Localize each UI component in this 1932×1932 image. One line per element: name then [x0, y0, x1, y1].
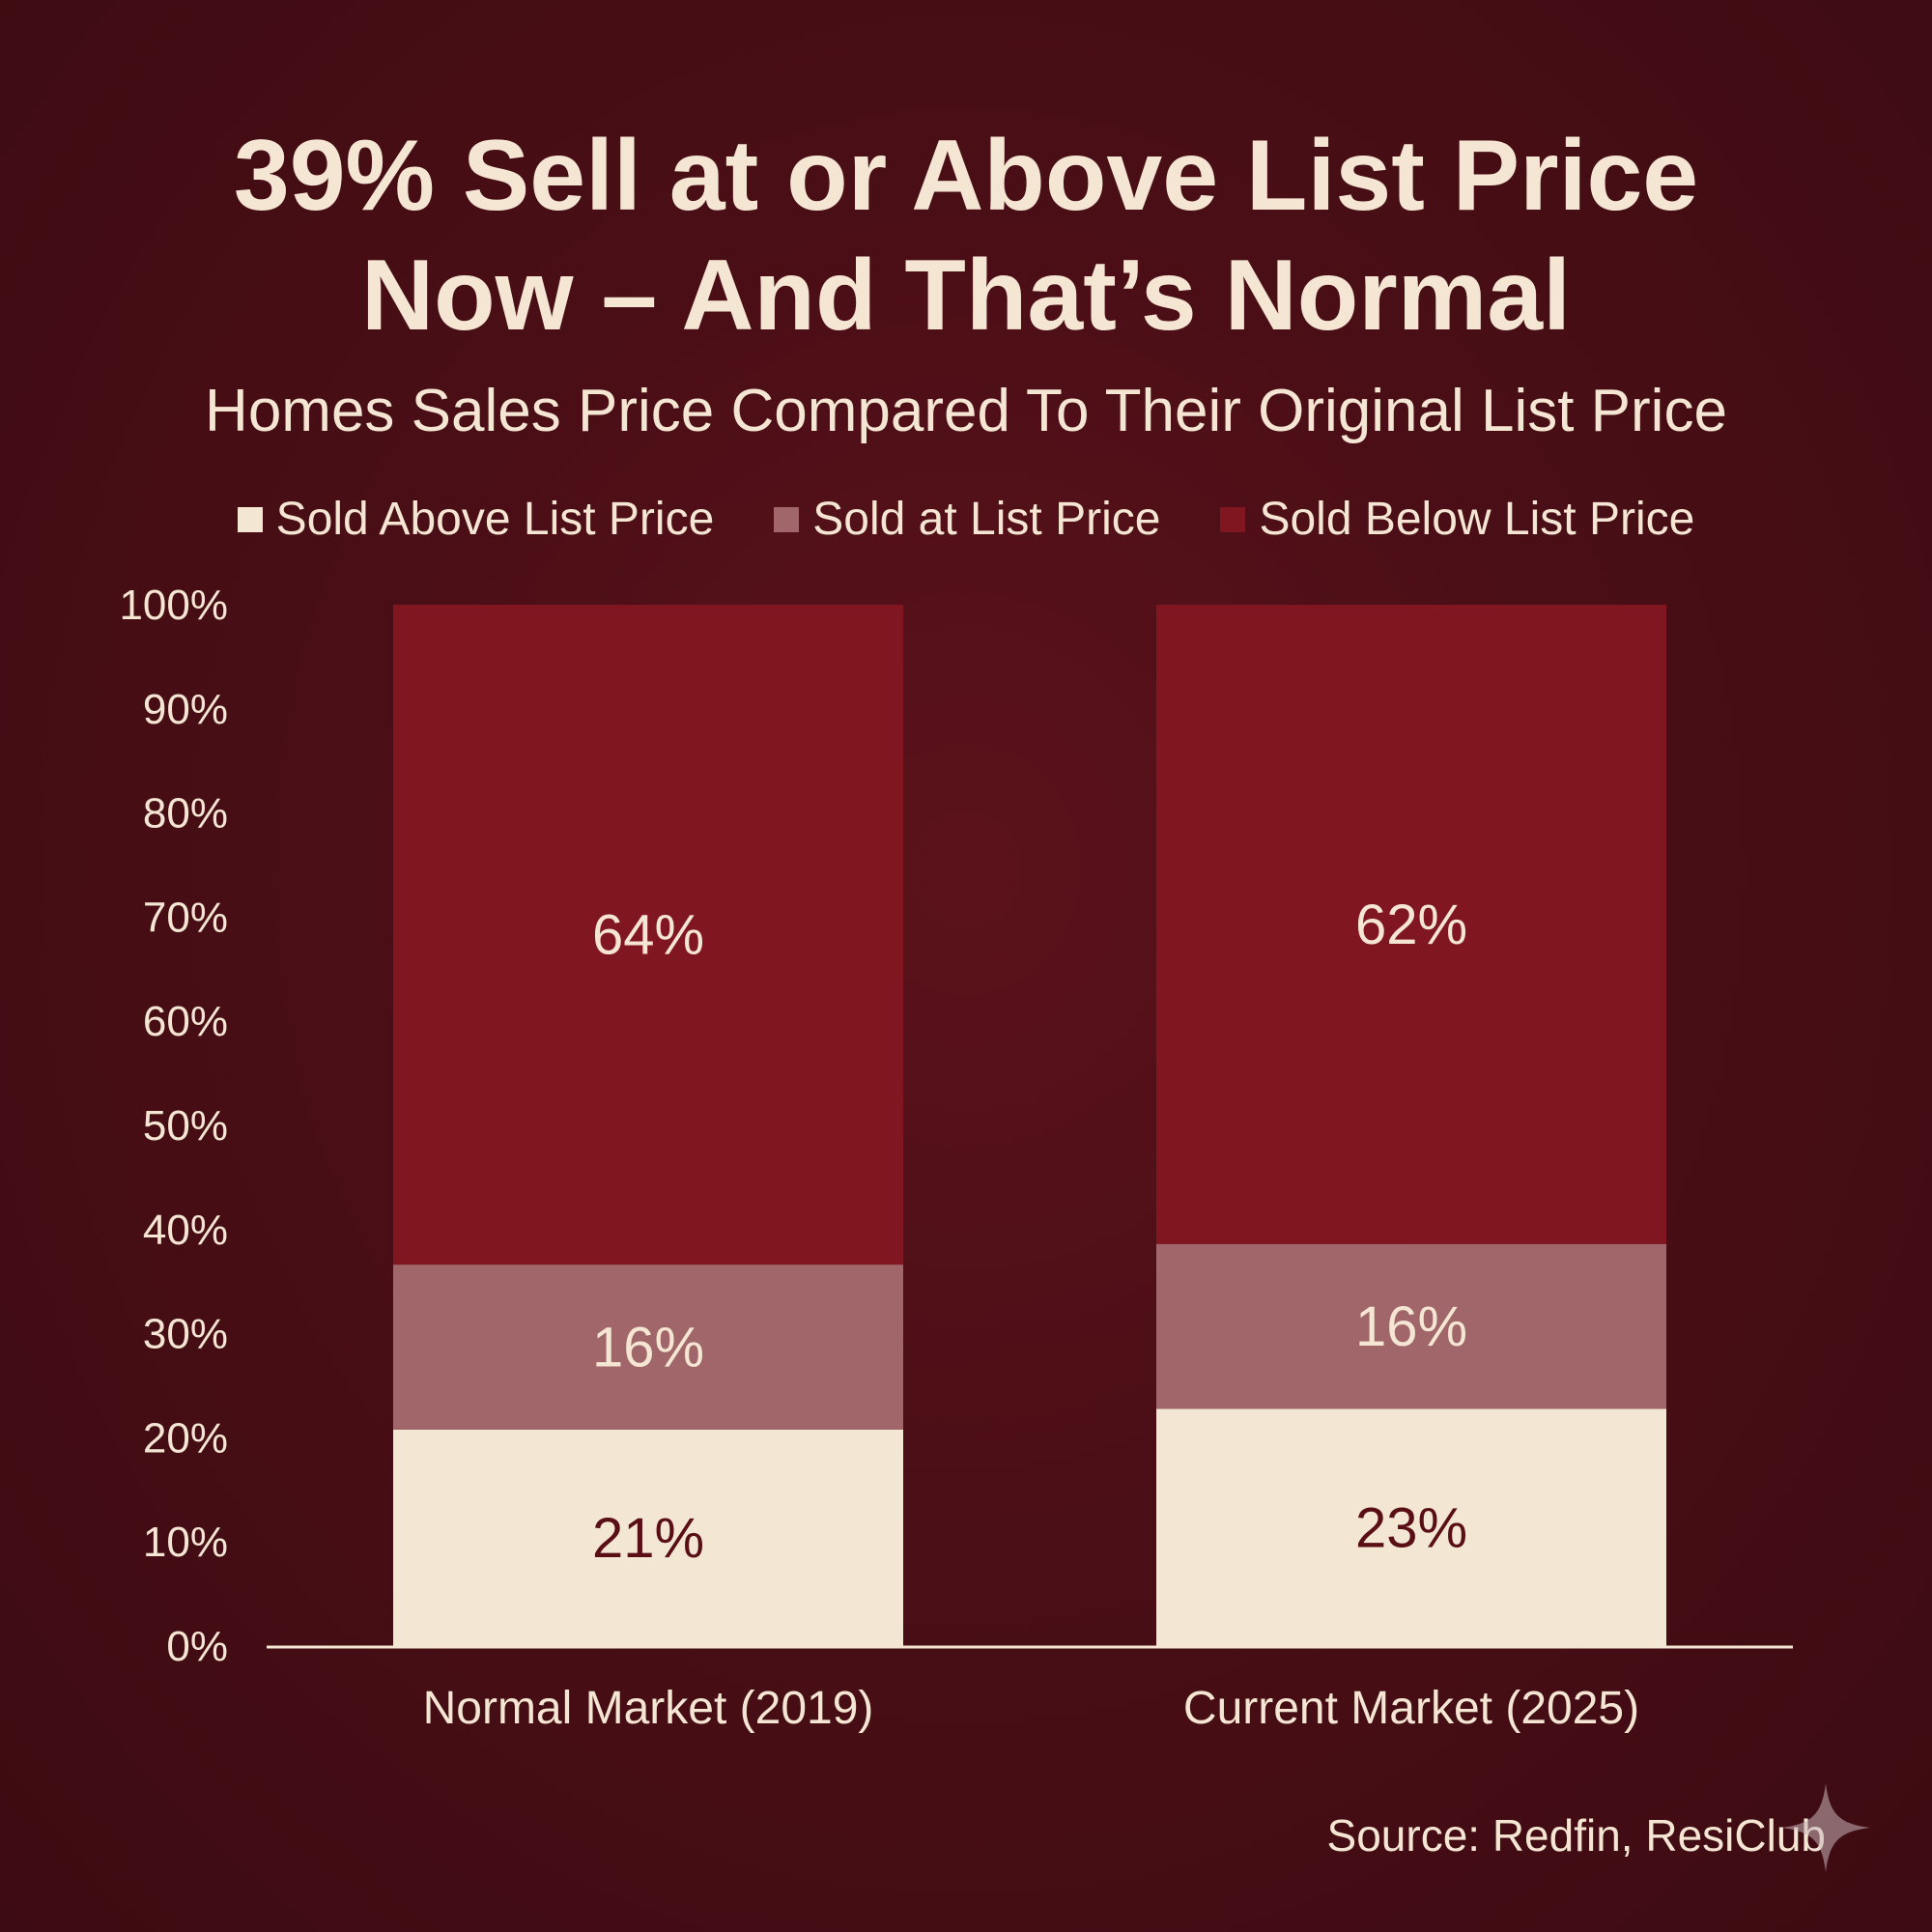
chart-subtitle: Homes Sales Price Compared To Their Orig…: [205, 378, 1727, 444]
y-tick-label: 20%: [143, 1414, 228, 1462]
chart-title-line-2: Now – And That’s Normal: [361, 240, 1571, 352]
legend-item-above: Sold Above List Price: [237, 491, 715, 549]
y-tick-label: 70%: [143, 894, 228, 941]
legend-label-at: Sold at List Price: [812, 494, 1161, 545]
bar-segment: [393, 605, 903, 1265]
y-tick-label: 60%: [143, 998, 228, 1045]
bar-segment: [1156, 1408, 1666, 1646]
legend-label-above: Sold Above List Price: [275, 494, 715, 545]
bar-segment: [393, 1264, 903, 1430]
bar-segment: [1156, 605, 1666, 1244]
legend-item-below: Sold Below List Price: [1220, 491, 1694, 549]
y-tick-label: 40%: [143, 1207, 228, 1254]
bar-segment: [393, 1429, 903, 1646]
y-tick-label: 0%: [166, 1623, 228, 1670]
y-tick-label: 10%: [143, 1519, 228, 1566]
data-label: 21%: [592, 1507, 704, 1570]
bar-segment: [1156, 1243, 1666, 1409]
sparkle-icon: [1781, 1783, 1870, 1872]
chart-legend: Sold Above List Price Sold at List Price…: [0, 491, 1932, 549]
legend-swatch-below: [1220, 507, 1246, 532]
data-label: 16%: [592, 1316, 704, 1378]
y-tick-label: 50%: [143, 1102, 228, 1150]
legend-label-below: Sold Below List Price: [1259, 494, 1695, 545]
data-label: 16%: [1355, 1295, 1467, 1358]
data-label: 23%: [1355, 1496, 1467, 1559]
legend-swatch-above: [237, 507, 263, 532]
source-note: Source: Redfin, ResiClub: [1326, 1810, 1826, 1861]
chart-title: 39% Sell at or Above List Price Now – An…: [0, 116, 1932, 355]
data-label: 64%: [592, 904, 704, 967]
data-label: 62%: [1355, 894, 1467, 956]
x-tick-label: Normal Market (2019): [423, 1683, 874, 1734]
chart-title-line-1: 39% Sell at or Above List Price: [233, 120, 1699, 232]
legend-item-at: Sold at List Price: [774, 491, 1160, 549]
y-tick-label: 30%: [143, 1311, 228, 1358]
y-tick-label: 90%: [143, 686, 228, 733]
y-tick-label: 100%: [119, 582, 228, 629]
x-tick-label: Current Market (2025): [1183, 1683, 1639, 1734]
legend-swatch-at: [774, 507, 800, 532]
y-tick-label: 80%: [143, 790, 228, 838]
